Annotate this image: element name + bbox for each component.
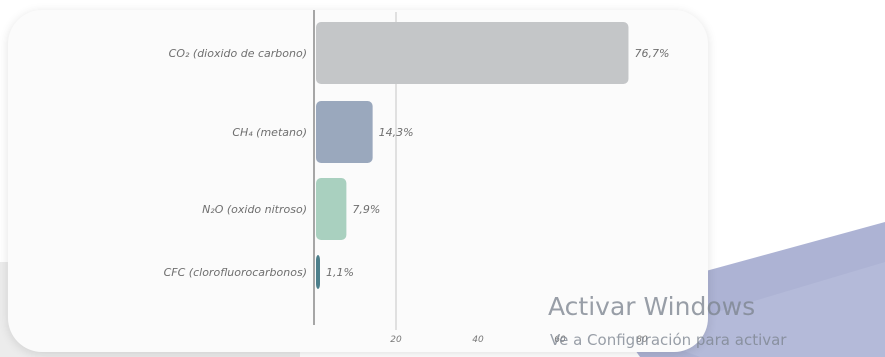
value-label-1: 14,3% (379, 126, 414, 139)
x-tick-label-40: 40 (472, 335, 484, 345)
bar-1 (316, 101, 373, 163)
x-tick-label-80: 80 (636, 335, 648, 345)
category-label-3: CFC (clorofluorocarbonos) (164, 266, 307, 279)
value-label-2: 7,9% (352, 203, 380, 216)
bar-2 (316, 178, 347, 240)
category-label-0: CO₂ (dioxido de carbono) (169, 47, 307, 60)
value-label-0: 76,7% (634, 47, 669, 60)
windows-activation-subtitle: Ve a Configuración para activar (550, 331, 787, 349)
windows-activation-title: Activar Windows (548, 292, 756, 321)
x-tick-label-20: 20 (390, 335, 402, 345)
value-label-3: 1,1% (326, 266, 354, 279)
bar-3 (316, 255, 320, 289)
x-tick-label-60: 60 (554, 335, 566, 345)
bar-0 (316, 22, 629, 84)
category-label-1: CH₄ (metano) (232, 126, 307, 139)
category-label-2: N₂O (oxido nitroso) (202, 203, 307, 216)
